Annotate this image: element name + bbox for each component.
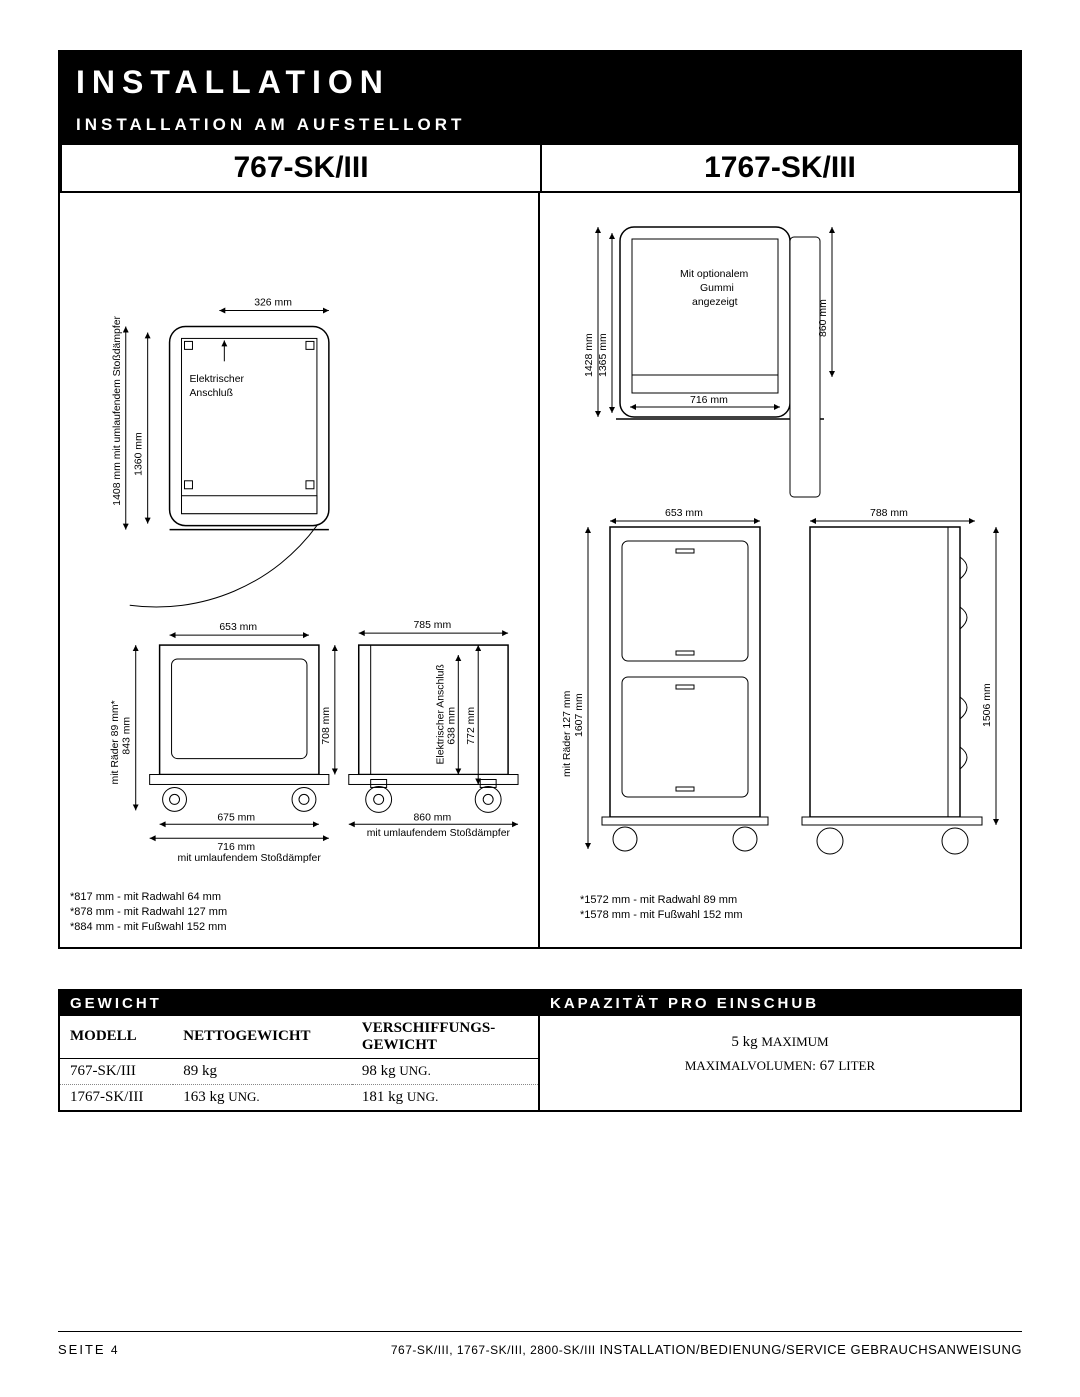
footer-models: 767-SK/III, 1767-SK/III, 2800-SK/III: [391, 1343, 596, 1357]
side-elec: Elektrischer Anschluß: [435, 664, 446, 764]
table-row: 1767-SK/III 163 kg UNG. 181 kg UNG.: [60, 1084, 538, 1110]
footnotes-right: *1572 mm - mit Radwahl 89 mm *1578 mm - …: [550, 893, 1010, 923]
dim-772: 772 mm: [466, 707, 477, 745]
dim-r-1506: 1506 mm: [981, 683, 993, 727]
dim-r-716: 716 mm: [690, 394, 728, 406]
table-row: 767-SK/III 89 kg 98 kg UNG.: [60, 1058, 538, 1084]
capacity-body: 5 kg MAXIMUM MAXIMALVOLUMEN: 67 LITER: [540, 1016, 1020, 1092]
model-header-left: 767-SK/III: [60, 145, 540, 193]
dim-1360: 1360 mm: [134, 432, 145, 476]
dim-1408: 1408 mm mit umlaufendem Stoßdämpfer: [112, 315, 123, 505]
bumper-note-side: mit umlaufendem Stoßdämpfer: [367, 828, 511, 839]
dim-716: 716 mm: [217, 842, 255, 853]
diagram-1767-svg: Mit optionalem Gummi angezeigt 860 mm 14…: [550, 207, 1010, 887]
dim-785: 785 mm: [413, 620, 451, 631]
fn-l-0: *817 mm - mit Radwahl 64 mm: [70, 890, 528, 905]
gummi-1: Mit optionalem: [680, 268, 749, 280]
weight-header: GEWICHT: [60, 991, 538, 1016]
page-footer: SEITE 4 767-SK/III, 1767-SK/III, 2800-SK…: [58, 1331, 1022, 1357]
dim-843: 843 mm: [122, 717, 133, 755]
dim-r-rader127: mit Räder 127 mm: [561, 690, 573, 777]
diagram-767: 326 mm Elektrischer Anschluß 1408 mm mit…: [60, 193, 540, 947]
dim-rader89: mit Räder 89 mm*: [110, 700, 121, 784]
diagram-1767: Mit optionalem Gummi angezeigt 860 mm 14…: [540, 193, 1020, 947]
dim-r-860: 860 mm: [817, 299, 829, 337]
dim-r-653: 653 mm: [665, 507, 703, 519]
model-header-right: 1767-SK/III: [540, 145, 1020, 193]
diagram-767-svg: 326 mm Elektrischer Anschluß 1408 mm mit…: [70, 207, 528, 884]
section-subtitle: INSTALLATION AM AUFSTELLORT: [58, 109, 1022, 145]
section-title: INSTALLATION: [58, 50, 1022, 109]
col-net: NETTOGEWICHT: [173, 1016, 352, 1059]
col-ship: VERSCHIFFUNGS- GEWICHT: [352, 1016, 538, 1059]
col-model: MODELL: [60, 1016, 173, 1059]
fn-r-0: *1572 mm - mit Radwahl 89 mm: [580, 893, 1010, 908]
dim-638: 638 mm: [446, 707, 457, 745]
label-elec-2: Anschluß: [189, 388, 233, 399]
dim-675: 675 mm: [217, 812, 255, 823]
dim-708: 708 mm: [321, 707, 332, 745]
gummi-3: angezeigt: [692, 296, 738, 308]
dim-860: 860 mm: [413, 812, 451, 823]
fn-r-1: *1578 mm - mit Fußwahl 152 mm: [580, 908, 1010, 923]
fn-l-1: *878 mm - mit Radwahl 127 mm: [70, 905, 528, 920]
weight-table: MODELL NETTOGEWICHT VERSCHIFFUNGS- GEWIC…: [60, 1016, 538, 1110]
footer-desc: INSTALLATION/BEDIENUNG/SERVICE GEBRAUCHS…: [599, 1342, 1022, 1357]
page-number: 4: [111, 1343, 120, 1357]
dim-r-788: 788 mm: [870, 507, 908, 519]
bumper-note-front: mit umlaufendem Stoßdämpfer: [178, 853, 322, 864]
fn-l-2: *884 mm - mit Fußwahl 152 mm: [70, 920, 528, 935]
dim-r-1607: 1607 mm: [573, 693, 585, 737]
dim-r-1365: 1365 mm: [597, 333, 609, 377]
footnotes-left: *817 mm - mit Radwahl 64 mm *878 mm - mi…: [70, 890, 528, 935]
dim-326: 326 mm: [254, 298, 292, 309]
label-elec-1: Elektrischer: [189, 374, 244, 385]
dim-r-1428: 1428 mm: [583, 333, 595, 377]
bottom-tables: GEWICHT MODELL NETTOGEWICHT VERSCHIFFUNG…: [58, 989, 1022, 1112]
gummi-2: Gummi: [700, 282, 734, 294]
page-label: SEITE: [58, 1342, 106, 1357]
capacity-header: KAPAZITÄT PRO EINSCHUB: [540, 991, 1020, 1016]
dim-653-front: 653 mm: [219, 622, 257, 633]
